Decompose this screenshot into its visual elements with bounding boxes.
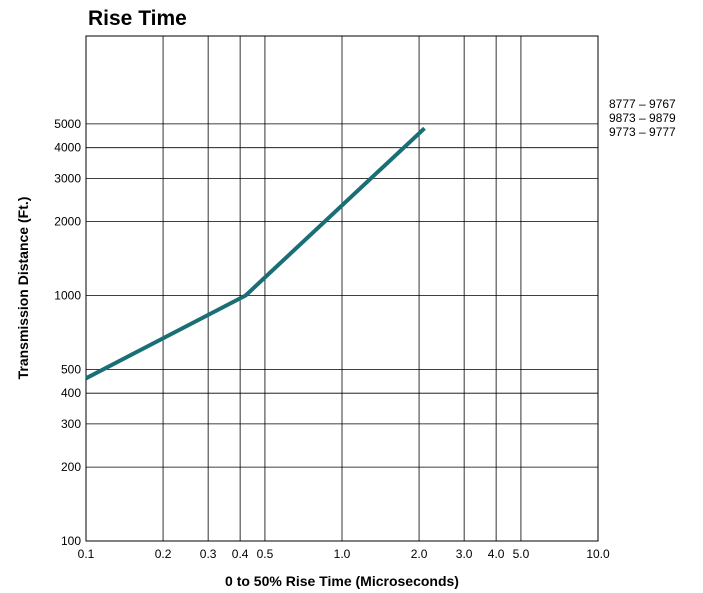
chart-title: Rise Time xyxy=(88,7,187,30)
x-tick-label: 0.5 xyxy=(257,547,274,561)
x-axis-label: 0 to 50% Rise Time (Microseconds) xyxy=(225,573,459,589)
y-tick-label: 5000 xyxy=(54,117,81,131)
y-tick-label: 4000 xyxy=(54,141,81,155)
y-tick-label: 3000 xyxy=(54,171,81,185)
y-tick-label: 500 xyxy=(61,362,81,376)
x-tick-label: 3.0 xyxy=(456,547,473,561)
x-tick-label: 1.0 xyxy=(334,547,351,561)
x-tick-label: 4.0 xyxy=(488,547,505,561)
y-tick-label: 1000 xyxy=(54,289,81,303)
y-tick-label: 200 xyxy=(61,460,81,474)
y-tick-label: 400 xyxy=(61,386,81,400)
x-tick-label: 0.4 xyxy=(232,547,249,561)
legend-entry: 9773 – 9777 xyxy=(609,125,676,139)
y-tick-label: 100 xyxy=(61,534,81,548)
y-tick-label: 2000 xyxy=(54,215,81,229)
y-axis-label: Transmission Distance (Ft.) xyxy=(15,197,31,380)
x-tick-label: 5.0 xyxy=(513,547,530,561)
series-line xyxy=(85,126,426,381)
x-tick-label: 0.1 xyxy=(78,547,95,561)
x-tick-label: 10.0 xyxy=(586,547,610,561)
x-tick-label: 0.2 xyxy=(155,547,172,561)
series-layer xyxy=(85,126,426,381)
x-tick-labels: 0.1 0.2 0.3 0.4 0.5 1.0 2.0 3.0 4.0 5.0 10.0 xyxy=(78,547,610,561)
grid-lines xyxy=(86,36,598,541)
y-tick-label: 300 xyxy=(61,417,81,431)
y-tick-labels: 100 200 300 400 500 1000 2000 3000 4000 5000 xyxy=(54,117,81,548)
legend-entry: 9873 – 9879 xyxy=(609,111,676,125)
legend-entry: 8777 – 9767 xyxy=(609,97,676,111)
x-tick-label: 0.3 xyxy=(200,547,217,561)
x-tick-label: 2.0 xyxy=(411,547,428,561)
